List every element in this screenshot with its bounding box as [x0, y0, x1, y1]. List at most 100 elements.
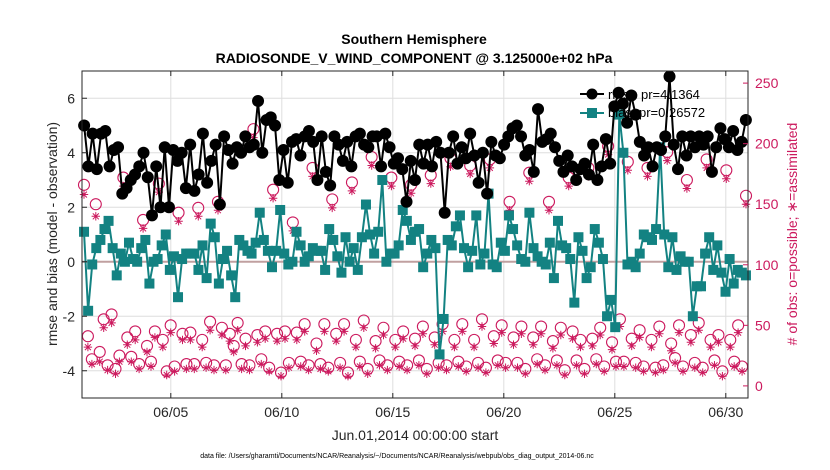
- rmse-point-15: [141, 171, 154, 184]
- rmse-point-98: [493, 152, 506, 165]
- assimilated-point-89: [430, 340, 439, 349]
- bias-point-67: [352, 264, 363, 275]
- assimilated-point-99: [469, 342, 479, 352]
- bias-point-70: [365, 229, 376, 240]
- rmse-point-96: [485, 135, 498, 148]
- assimilated-point-63: [328, 203, 337, 213]
- possible-point-3: [89, 198, 102, 211]
- rmse-point-85: [438, 206, 451, 219]
- plot-area: [77, 70, 753, 399]
- assimilated-point-119: [548, 344, 558, 353]
- bias-point-7: [107, 243, 118, 254]
- bias-point-4: [95, 234, 106, 245]
- assimilated-point-74: [371, 344, 380, 353]
- bias-point-129: [606, 294, 617, 305]
- x-tick-label-2: 06/15: [375, 404, 410, 420]
- bias-point-87: [434, 349, 445, 360]
- bias-point-65: [344, 256, 355, 267]
- rmse-point-18: [154, 201, 167, 214]
- assimilated-point-64: [332, 336, 341, 346]
- bias-point-145: [671, 264, 682, 275]
- rmse-point-17: [150, 160, 163, 173]
- rmse-point-83: [430, 135, 443, 148]
- rmse-point-137: [659, 130, 672, 143]
- rmse-point-149: [710, 141, 723, 154]
- bias-point-20: [160, 229, 171, 240]
- bias-point-71: [369, 248, 380, 259]
- assimilated-point-28: [190, 364, 199, 374]
- assimilated-point-139: [627, 341, 636, 351]
- rmse-point-13: [133, 160, 146, 173]
- bias-point-148: [683, 256, 694, 267]
- rmse-point-113: [557, 165, 570, 178]
- bias-point-115: [548, 273, 559, 284]
- rmse-point-16: [145, 209, 158, 222]
- assimilated-point-43: [249, 133, 258, 142]
- assimilated-point-145: [651, 368, 660, 377]
- rmse-point-30: [205, 154, 218, 167]
- assimilated-point-85: [414, 361, 424, 370]
- rmse-point-82: [425, 160, 438, 173]
- rmse-point-45: [269, 119, 282, 132]
- rmse-point-93: [472, 176, 485, 189]
- bias-point-132: [618, 147, 629, 158]
- legend-entry-rmse: rmse pr=4.1364: [580, 87, 700, 102]
- bias-point-154: [708, 264, 719, 275]
- bias-point-36: [226, 270, 237, 281]
- rmse-point-116: [570, 174, 583, 186]
- bias-point-35: [222, 245, 233, 256]
- assimilated-point-30: [198, 342, 207, 352]
- bias-point-149: [687, 311, 698, 322]
- assimilated-point-47: [265, 367, 274, 376]
- assimilated-point-83: [406, 189, 416, 198]
- y-left-tick-label-5: 6: [67, 90, 75, 106]
- bias-point-128: [602, 311, 613, 322]
- bias-point-30: [201, 273, 212, 284]
- rmse-point-150: [714, 122, 727, 135]
- y-axis-right: 0 50 100 150 200 250: [743, 75, 779, 394]
- bias-point-62: [332, 251, 343, 262]
- assimilated-point-143: [643, 172, 652, 181]
- rmse-point-112: [553, 154, 566, 167]
- assimilated-point-135: [611, 362, 621, 371]
- rmse-point-87: [447, 130, 460, 143]
- rmse-point-35: [226, 157, 239, 170]
- assimilated-point-51: [280, 334, 290, 343]
- rmse-point-58: [324, 179, 337, 192]
- bias-point-140: [651, 224, 662, 235]
- y-axis-left: -4 -2 0 2 4 6: [63, 90, 87, 379]
- chart-title: Southern Hemisphere: [341, 31, 487, 47]
- assimilated-point-29: [194, 212, 203, 221]
- bias-point-123: [581, 273, 592, 284]
- rmse-point-148: [705, 165, 718, 178]
- bias-point-2: [87, 259, 98, 270]
- rmse-point-95: [481, 187, 494, 200]
- assimilated-point-114: [529, 340, 538, 349]
- bias-point-11: [123, 237, 134, 248]
- bias-point-43: [254, 207, 265, 218]
- assimilated-point-156: [694, 326, 703, 335]
- bias-point-37: [230, 292, 241, 303]
- bias-point-104: [503, 210, 514, 221]
- rmse-point-6: [103, 160, 116, 173]
- series: [77, 70, 753, 381]
- rmse-point-55: [311, 174, 324, 186]
- bias-point-46: [266, 262, 277, 273]
- rmse-point-139: [667, 138, 680, 151]
- assimilated-point-48: [268, 194, 278, 203]
- rmse-point-42: [256, 146, 269, 159]
- assimilated-point-132: [600, 367, 609, 376]
- bias-point-103: [499, 245, 510, 256]
- assimilated-point-26: [182, 364, 191, 374]
- rmse-point-123: [599, 133, 612, 146]
- possible-point-4: [93, 345, 106, 359]
- bias-point-90: [446, 240, 457, 251]
- assimilated-point-161: [714, 338, 723, 347]
- assimilated-point-5: [99, 323, 108, 332]
- rmse-point-126: [612, 86, 625, 99]
- assimilated-point-25: [178, 335, 187, 345]
- assimilated-point-149: [667, 346, 676, 355]
- assimilated-point-76: [379, 330, 388, 340]
- bias-point-84: [422, 248, 433, 259]
- assimilated-point-12: [127, 357, 136, 366]
